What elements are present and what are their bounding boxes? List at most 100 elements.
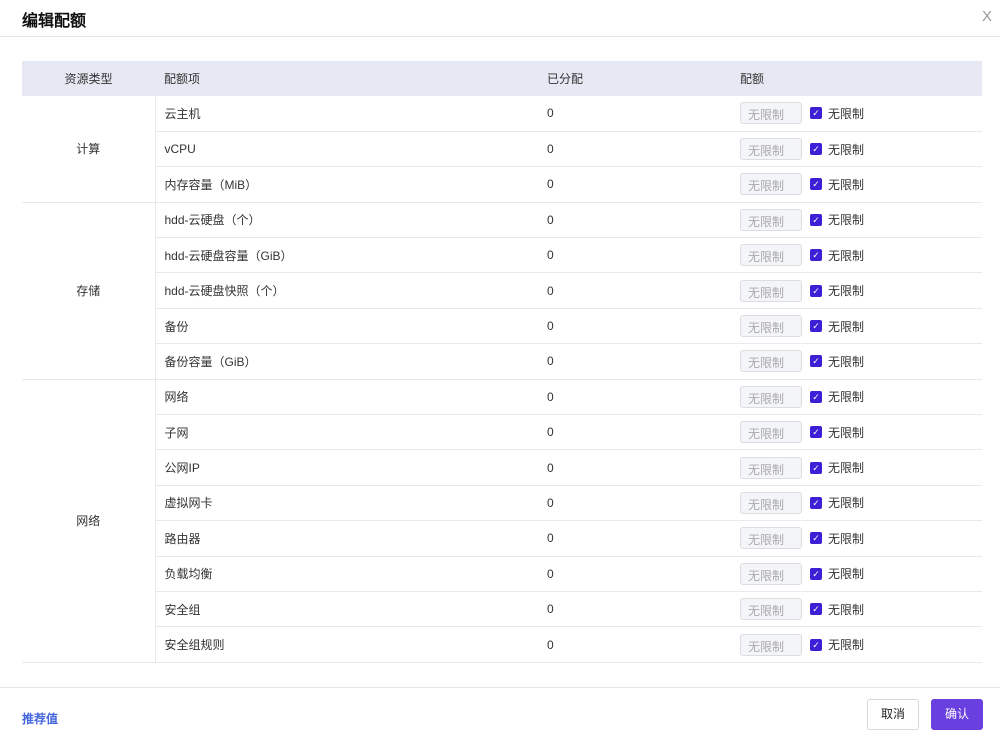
quota-input[interactable]: 无限制: [740, 633, 802, 656]
quota-item-name: 负载均衡: [155, 556, 547, 592]
unlimited-checkbox[interactable]: ✓: [810, 320, 822, 333]
quota-item-name: hdd-云硬盘快照（个）: [155, 272, 547, 309]
unlimited-label: 无限制: [828, 284, 865, 299]
unlimited-label: 无限制: [828, 531, 865, 546]
unlimited-label: 无限制: [828, 602, 865, 617]
table-header: 资源类型 配额项 已分配 配额: [22, 61, 982, 96]
unlimited-checkbox[interactable]: ✓: [810, 355, 822, 368]
allocated-value: 0: [547, 343, 740, 380]
recommend-link[interactable]: 推荐值: [22, 712, 59, 726]
resource-type: 网络: [22, 379, 156, 663]
allocated-value: 0: [547, 308, 740, 345]
table-row: 虚拟网卡 0 无限制 ✓ 无限制: [22, 485, 982, 522]
unlimited-label: 无限制: [828, 142, 865, 157]
table-row: 计算 云主机 0 无限制 ✓ 无限制: [22, 96, 982, 203]
quota-input[interactable]: 无限制: [740, 244, 802, 267]
allocated-value: 0: [547, 202, 740, 239]
table-row: hdd-云硬盘容量（GiB） 0 无限制 ✓ 无限制: [22, 237, 982, 274]
unlimited-checkbox[interactable]: ✓: [810, 213, 822, 226]
quota-item-name: hdd-云硬盘容量（GiB）: [155, 237, 547, 274]
table-row: hdd-云硬盘快照（个） 0 无限制 ✓ 无限制: [22, 272, 982, 309]
unlimited-checkbox[interactable]: ✓: [810, 107, 822, 120]
unlimited-label: 无限制: [828, 461, 865, 476]
quota-input[interactable]: 无限制: [740, 562, 802, 585]
quota-cell: 无限制 ✓ 无限制: [740, 626, 982, 663]
quota-input[interactable]: 无限制: [740, 385, 802, 408]
table-row: 负载均衡 0 无限制 ✓ 无限制: [22, 556, 982, 592]
quota-cell: 无限制 ✓ 无限制: [740, 556, 982, 592]
resource-type: 存储: [22, 202, 156, 380]
quota-input[interactable]: 无限制: [740, 350, 802, 373]
quota-cell: 无限制 ✓ 无限制: [740, 96, 982, 132]
quota-cell: 无限制 ✓ 无限制: [740, 272, 982, 309]
quota-input[interactable]: 无限制: [740, 598, 802, 621]
quota-cell: 无限制 ✓ 无限制: [740, 166, 982, 203]
unlimited-label: 无限制: [828, 567, 865, 582]
allocated-value: 0: [547, 520, 740, 557]
quota-input[interactable]: 无限制: [740, 173, 802, 196]
quota-input[interactable]: 无限制: [740, 527, 802, 550]
quota-cell: 无限制 ✓ 无限制: [740, 520, 982, 557]
allocated-value: 0: [547, 414, 740, 451]
unlimited-checkbox[interactable]: ✓: [810, 496, 822, 509]
allocated-value: 0: [547, 556, 740, 592]
allocated-value: 0: [547, 591, 740, 628]
close-icon[interactable]: X: [981, 8, 992, 25]
quota-table: 资源类型 配额项 已分配 配额 计算 云主机 0 无限制 ✓ 无限制 vCPU 0 无限制 ✓ 无限…: [22, 61, 982, 663]
quota-input[interactable]: 无限制: [740, 279, 802, 302]
header-quota-item: 配额项: [155, 61, 547, 96]
quota-input[interactable]: 无限制: [740, 138, 802, 161]
unlimited-checkbox[interactable]: ✓: [810, 390, 822, 403]
quota-item-name: 子网: [155, 414, 547, 451]
confirm-button[interactable]: 确认: [930, 699, 983, 730]
quota-input[interactable]: 无限制: [740, 102, 802, 125]
unlimited-checkbox[interactable]: ✓: [810, 249, 822, 262]
quota-input[interactable]: 无限制: [740, 456, 802, 479]
header-resource-type: 资源类型: [22, 61, 155, 96]
quota-cell: 无限制 ✓ 无限制: [740, 237, 982, 274]
table-row: 路由器 0 无限制 ✓ 无限制: [22, 520, 982, 557]
quota-item-name: 安全组规则: [155, 626, 547, 663]
dialog-header: 编辑配额 X: [0, 0, 1000, 37]
unlimited-checkbox[interactable]: ✓: [810, 178, 822, 191]
unlimited-label: 无限制: [828, 248, 865, 263]
unlimited-label: 无限制: [828, 213, 865, 228]
quota-item-name: 虚拟网卡: [155, 485, 547, 522]
quota-input[interactable]: 无限制: [740, 315, 802, 338]
unlimited-checkbox[interactable]: ✓: [810, 426, 822, 439]
table-row: 内存容量（MiB） 0 无限制 ✓ 无限制: [22, 166, 982, 203]
quota-input[interactable]: 无限制: [740, 421, 802, 444]
quota-item-name: 内存容量（MiB）: [155, 166, 547, 203]
quota-item-name: 公网IP: [155, 449, 547, 486]
allocated-value: 0: [547, 449, 740, 486]
allocated-value: 0: [547, 485, 740, 522]
dialog-footer: 推荐值 取消 确认: [0, 687, 1000, 735]
unlimited-checkbox[interactable]: ✓: [810, 284, 822, 297]
unlimited-label: 无限制: [828, 638, 865, 653]
allocated-value: 0: [547, 131, 740, 168]
unlimited-label: 无限制: [828, 319, 865, 334]
unlimited-checkbox[interactable]: ✓: [810, 532, 822, 545]
resource-type: 计算: [22, 96, 156, 203]
unlimited-checkbox[interactable]: ✓: [810, 638, 822, 651]
table-row: 备份容量（GiB） 0 无限制 ✓ 无限制: [22, 343, 982, 380]
quota-cell: 无限制 ✓ 无限制: [740, 485, 982, 522]
quota-item-name: 云主机: [155, 96, 547, 132]
allocated-value: 0: [547, 272, 740, 309]
allocated-value: 0: [547, 379, 740, 416]
unlimited-checkbox[interactable]: ✓: [810, 143, 822, 156]
cancel-button[interactable]: 取消: [866, 699, 919, 730]
table-row: 网络 网络 0 无限制 ✓ 无限制: [22, 379, 982, 663]
unlimited-checkbox[interactable]: ✓: [810, 567, 822, 580]
quota-cell: 无限制 ✓ 无限制: [740, 414, 982, 451]
unlimited-label: 无限制: [828, 496, 865, 511]
quota-input[interactable]: 无限制: [740, 491, 802, 514]
quota-item-name: 路由器: [155, 520, 547, 557]
quota-input[interactable]: 无限制: [740, 208, 802, 231]
quota-cell: 无限制 ✓ 无限制: [740, 449, 982, 486]
quota-item-name: 备份: [155, 308, 547, 345]
unlimited-checkbox[interactable]: ✓: [810, 603, 822, 616]
quota-item-name: hdd-云硬盘（个）: [155, 202, 547, 239]
unlimited-checkbox[interactable]: ✓: [810, 461, 822, 474]
unlimited-label: 无限制: [828, 177, 865, 192]
